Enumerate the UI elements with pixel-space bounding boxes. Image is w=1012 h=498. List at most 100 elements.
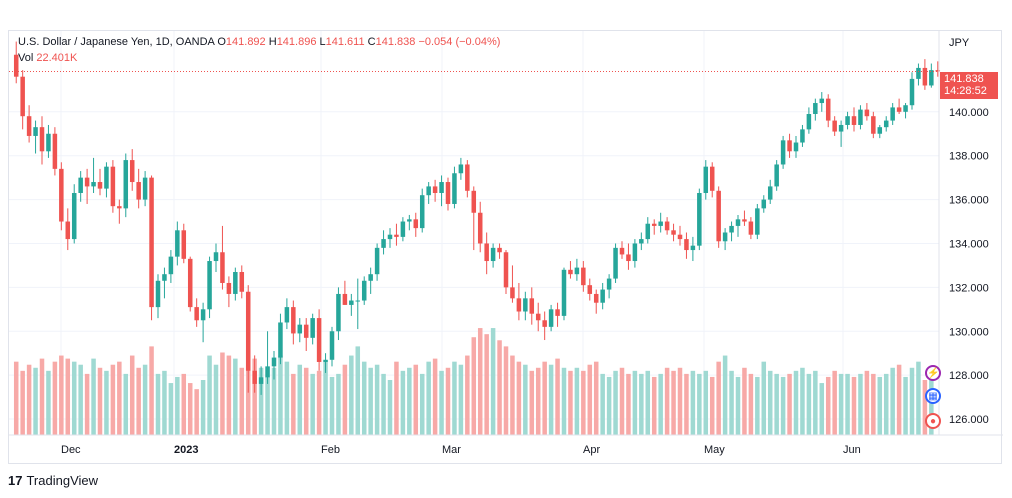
candle-layer (13, 41, 941, 395)
volume-bar (729, 370, 734, 435)
price-tick-label: 140.000 (949, 107, 989, 119)
candle-body (284, 307, 290, 323)
candle (265, 331, 270, 384)
volume-bar (832, 370, 837, 435)
volume-bar (278, 355, 283, 435)
candle-body (864, 109, 870, 117)
volume-label[interactable]: Vol (18, 52, 34, 64)
price-tick-label: 132.000 (949, 282, 989, 294)
volume-bar (471, 337, 477, 435)
candle-body (239, 272, 245, 292)
volume-bar (207, 355, 212, 435)
candle (613, 243, 618, 283)
candle-body (755, 208, 760, 235)
candle-body (355, 300, 361, 302)
candle-body (581, 267, 586, 286)
candle-body (97, 182, 103, 189)
volume-legend: Vol 22.401K (18, 52, 77, 64)
candle-body (104, 166, 109, 189)
candle (845, 111, 850, 130)
volume-bar (761, 361, 767, 435)
candle (542, 311, 547, 341)
candle (65, 208, 71, 251)
candle (819, 92, 825, 112)
candle-body (800, 129, 805, 143)
candle-body (349, 300, 354, 305)
candle-body (555, 309, 560, 316)
candle-body (303, 324, 309, 338)
candle-body (587, 285, 593, 294)
time-tick-label: Feb (321, 444, 340, 456)
candle-body (909, 78, 915, 106)
candle-body (503, 252, 509, 288)
candle (793, 135, 799, 158)
volume-bar (780, 376, 786, 435)
volume-bar (310, 373, 315, 435)
calendar-icon[interactable]: ▦ (925, 388, 941, 404)
candle (600, 282, 605, 310)
target-icon[interactable]: ● (925, 413, 941, 429)
candle (381, 230, 386, 255)
low-label: L (319, 36, 326, 48)
volume-bar (394, 361, 399, 435)
candle (336, 287, 341, 341)
candle (858, 105, 863, 130)
candle (574, 258, 580, 281)
tradingview-brand[interactable]: 17 TradingView (8, 473, 98, 488)
volume-bar (136, 367, 141, 435)
candle (71, 184, 77, 244)
candle-body (59, 168, 64, 222)
candle (432, 179, 438, 202)
volume-bar (497, 340, 502, 435)
chart-frame[interactable]: 126.000 128.000 130.000 132.000 134.000 136.0… (8, 30, 1003, 465)
candle-body (664, 221, 670, 231)
volume-bar (342, 364, 348, 435)
candle-body (787, 140, 792, 152)
candle-body (26, 116, 32, 136)
candle (26, 105, 32, 143)
candle (626, 243, 631, 270)
candle-body (593, 293, 599, 303)
candle (465, 160, 470, 198)
candle-body (890, 107, 895, 121)
volume-bar (825, 376, 831, 435)
candle (484, 232, 489, 275)
candle-body (529, 298, 535, 314)
candle-body (690, 245, 696, 251)
volume-bar (439, 370, 444, 435)
symbol-title[interactable]: U.S. Dollar / Japanese Yen, 1D, OANDA (18, 36, 215, 48)
candle-body (310, 318, 315, 338)
volume-bar (465, 355, 470, 435)
candle-body (136, 182, 141, 200)
candlestick-chart[interactable]: 126.000 128.000 130.000 132.000 134.000 136.0… (9, 31, 1003, 465)
volume-bar (516, 361, 522, 435)
low-value: 141.611 (325, 36, 365, 48)
candle (297, 318, 303, 343)
candle (593, 289, 599, 314)
candle (568, 261, 573, 279)
candle (548, 304, 554, 332)
candle-body (490, 247, 496, 262)
price-tick-label: 130.000 (949, 326, 989, 338)
candle (523, 291, 528, 321)
candle (342, 280, 348, 305)
candle-body (929, 70, 934, 86)
lightning-icon[interactable]: ⚡ (925, 365, 941, 381)
volume-bar (742, 367, 747, 435)
volume-bar (303, 367, 309, 435)
volume-bar (13, 361, 19, 435)
candle-body (510, 287, 515, 299)
candle-body (432, 186, 438, 193)
candle (890, 103, 895, 125)
candle (761, 195, 767, 213)
volume-bar (316, 370, 322, 435)
candle-body (639, 239, 644, 244)
candle-body (33, 127, 38, 136)
candle (452, 166, 457, 209)
candle (877, 124, 883, 139)
candle (671, 223, 676, 242)
volume-bar (175, 376, 180, 435)
price-tick-label: 128.000 (949, 370, 989, 382)
volume-bar (690, 370, 696, 435)
candle-body (729, 225, 734, 233)
